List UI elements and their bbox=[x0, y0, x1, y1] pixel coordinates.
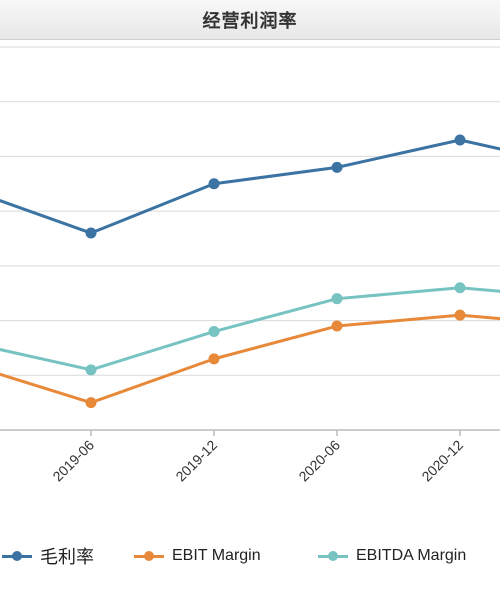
series-line-ebit-margin bbox=[0, 313, 500, 405]
data-point-ebitda-margin[interactable] bbox=[85, 364, 97, 376]
x-tick-label: 2020-06 bbox=[295, 437, 343, 485]
line-chart: 2018-122019-062019-122020-062020-122021-… bbox=[0, 46, 500, 485]
legend-label-ebitda-margin: EBITDA Margin bbox=[356, 547, 467, 564]
x-tick-label: 2019-06 bbox=[49, 437, 97, 485]
data-point-ebit-margin[interactable] bbox=[208, 353, 220, 365]
series-line-ebitda-margin bbox=[0, 286, 500, 372]
legend-item-ebit-margin[interactable]: EBIT Margin bbox=[134, 540, 261, 572]
legend-label-gross-margin: 毛利率 bbox=[40, 547, 94, 568]
legend-item-ebitda-margin[interactable]: EBITDA Margin bbox=[318, 540, 466, 572]
legend-marker-gross-margin bbox=[2, 549, 32, 563]
data-point-ebit-margin[interactable] bbox=[85, 397, 97, 409]
series-line-gross-margin bbox=[0, 138, 500, 235]
data-point-ebitda-margin[interactable] bbox=[331, 293, 343, 305]
legend-item-gross-margin[interactable]: 毛利率 bbox=[2, 540, 94, 572]
gridlines bbox=[0, 46, 500, 376]
data-point-gross-margin[interactable] bbox=[85, 227, 97, 239]
chart-title: 经营利润率 bbox=[202, 11, 298, 32]
chart-title-bar: 经营利润率 bbox=[0, 0, 500, 40]
x-tick-label: 2019-12 bbox=[172, 437, 220, 485]
series-layer bbox=[0, 134, 500, 409]
data-point-gross-margin[interactable] bbox=[208, 178, 220, 190]
legend-marker-ebit-margin bbox=[134, 549, 164, 563]
data-point-gross-margin[interactable] bbox=[331, 161, 343, 173]
x-axis: 2018-122019-062019-122020-062020-122021-… bbox=[0, 429, 500, 485]
data-point-ebit-margin[interactable] bbox=[331, 320, 343, 332]
legend: 毛利率 EBIT Margin EBITDA Margin bbox=[0, 540, 500, 572]
data-point-ebitda-margin[interactable] bbox=[454, 282, 466, 294]
data-point-ebit-margin[interactable] bbox=[454, 309, 466, 321]
data-point-gross-margin[interactable] bbox=[454, 134, 466, 146]
legend-label-ebit-margin: EBIT Margin bbox=[172, 547, 261, 564]
legend-marker-ebitda-margin bbox=[318, 549, 348, 563]
x-tick-label: 2020-12 bbox=[418, 437, 466, 485]
data-point-ebitda-margin[interactable] bbox=[208, 326, 220, 338]
